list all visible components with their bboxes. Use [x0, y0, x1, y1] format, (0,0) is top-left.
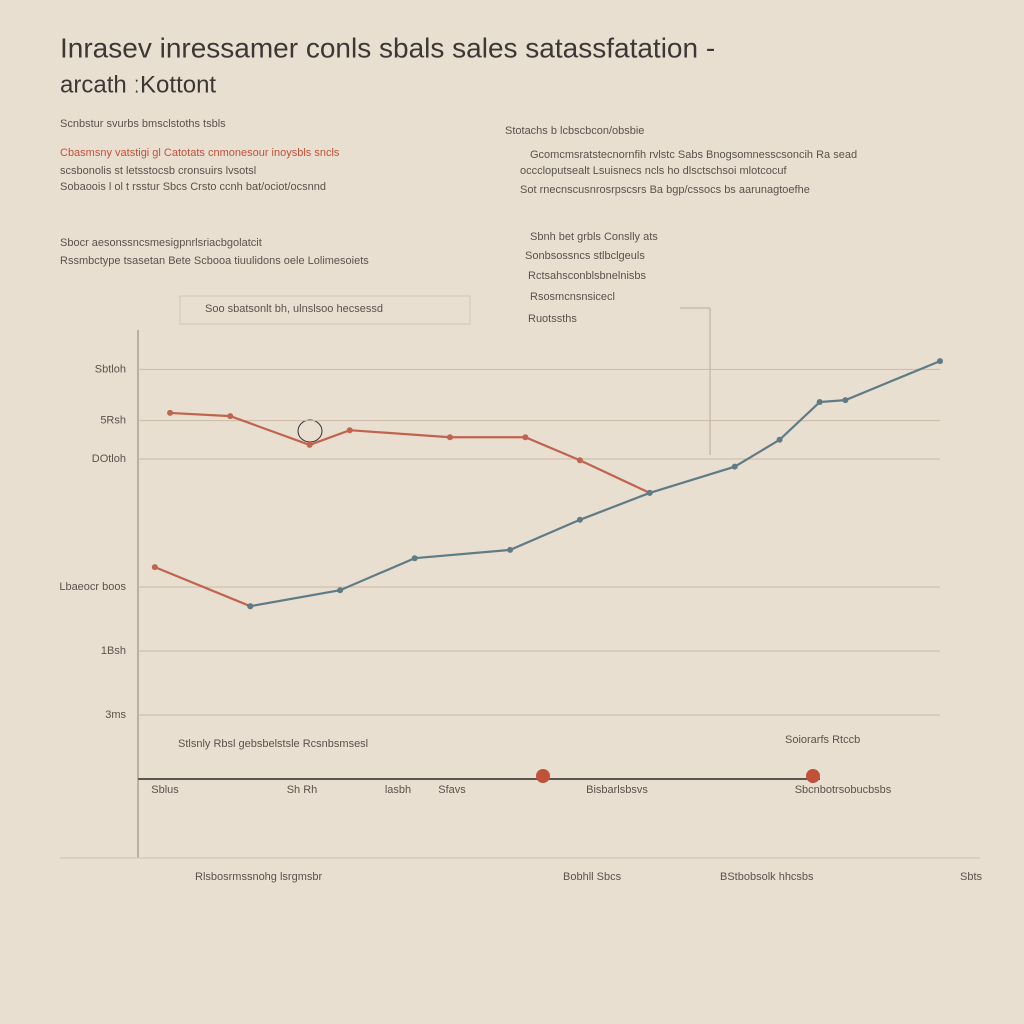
x-tick-label: Sfavs: [438, 784, 466, 796]
annotation: Ruotssths: [528, 313, 577, 325]
x-tick-label: Sblus: [151, 784, 179, 796]
annotation: Sbocr aesonssncsmesigpnrlsriacbgolatcit: [60, 237, 262, 249]
annotation: Rlsbosrmssnohg lsrgmsbr: [195, 871, 322, 883]
point: [337, 587, 344, 594]
point: [151, 564, 158, 571]
point: [411, 555, 418, 562]
baseline-dot: [536, 769, 550, 783]
x-tick-label: lasbh: [385, 784, 411, 796]
annotation: Soo sbatsonlt bh, ulnslsoo hecsessd: [205, 303, 383, 315]
point: [227, 413, 234, 420]
point: [576, 516, 583, 523]
y-tick-label: Lbaeocr boos: [59, 581, 126, 593]
annotation: Cbasmsny vatstigi gl Catotats cnmonesour…: [60, 147, 340, 159]
annotation: Sobaoois l ol t rsstur Sbcs Crsto ccnh b…: [60, 181, 326, 193]
annotation: occcloputsealt Lsuisnecs ncls ho dlsctsc…: [520, 165, 788, 177]
point: [816, 399, 823, 406]
annotation: Rctsahsconblsbnelnisbs: [528, 270, 647, 282]
point: [306, 441, 313, 448]
note-box: [179, 295, 471, 325]
point: [522, 434, 529, 441]
annotation: Soiorarfs Rtccb: [785, 734, 860, 746]
annotation: Rssmbctype tsasetan Bete Scbooa tiuulido…: [60, 255, 369, 267]
annotation: Sot rnecnscusnrosrpscsrs Ba bgp/cssocs b…: [520, 184, 810, 196]
point: [937, 358, 943, 365]
chart-subtitle: arcath ːKottont: [60, 71, 216, 98]
annotation: Sbts: [960, 871, 983, 883]
annotation: scsbonolis st letsstocsb cronsuirs lvsot…: [60, 165, 256, 177]
annotation: Bobhll Sbcs: [563, 871, 622, 883]
annotation: Rsosmcnsnsicecl: [530, 291, 615, 303]
point: [842, 397, 849, 404]
point: [731, 463, 738, 470]
point: [646, 489, 653, 496]
point: [776, 436, 783, 443]
annotation: Sonbsossncs stlbclgeuls: [525, 250, 645, 262]
series-line: [154, 411, 651, 608]
y-tick-label: Sbtloh: [95, 363, 126, 375]
baseline-dot: [806, 769, 820, 783]
chart-title: Inrasev inressamer conls sbals sales sat…: [60, 32, 715, 63]
point: [507, 546, 514, 553]
annotation: Gcomcmsratstecnornfih rvlstc Sabs Bnogso…: [530, 149, 857, 161]
y-tick-label: 3ms: [105, 709, 126, 721]
annotation: BStbobsolk hhcsbs: [720, 871, 814, 883]
x-tick-label: Sh Rh: [287, 784, 318, 796]
y-tick-label: DOtloh: [92, 453, 126, 465]
point: [167, 409, 174, 416]
point: [346, 427, 353, 434]
annotation: Stlsnly Rbsl gebsbelstsle Rcsnbsmsesl: [178, 738, 368, 750]
annotation: Scnbstur svurbs bmsclstoths tsbls: [60, 118, 226, 130]
y-tick-label: 5Rsh: [100, 415, 126, 427]
y-tick-label: 1Bsh: [101, 645, 126, 657]
point: [247, 603, 254, 610]
point: [446, 434, 453, 441]
annotation: Sbnh bet grbls Conslly ats: [530, 231, 658, 243]
x-tick-label: Bisbarlsbsvs: [586, 784, 648, 796]
x-tick-label: Sbcnbotrsobucbsbs: [795, 784, 892, 796]
point: [576, 457, 583, 464]
annotation: Stotachs b lcbscbcon/obsbie: [505, 125, 644, 137]
